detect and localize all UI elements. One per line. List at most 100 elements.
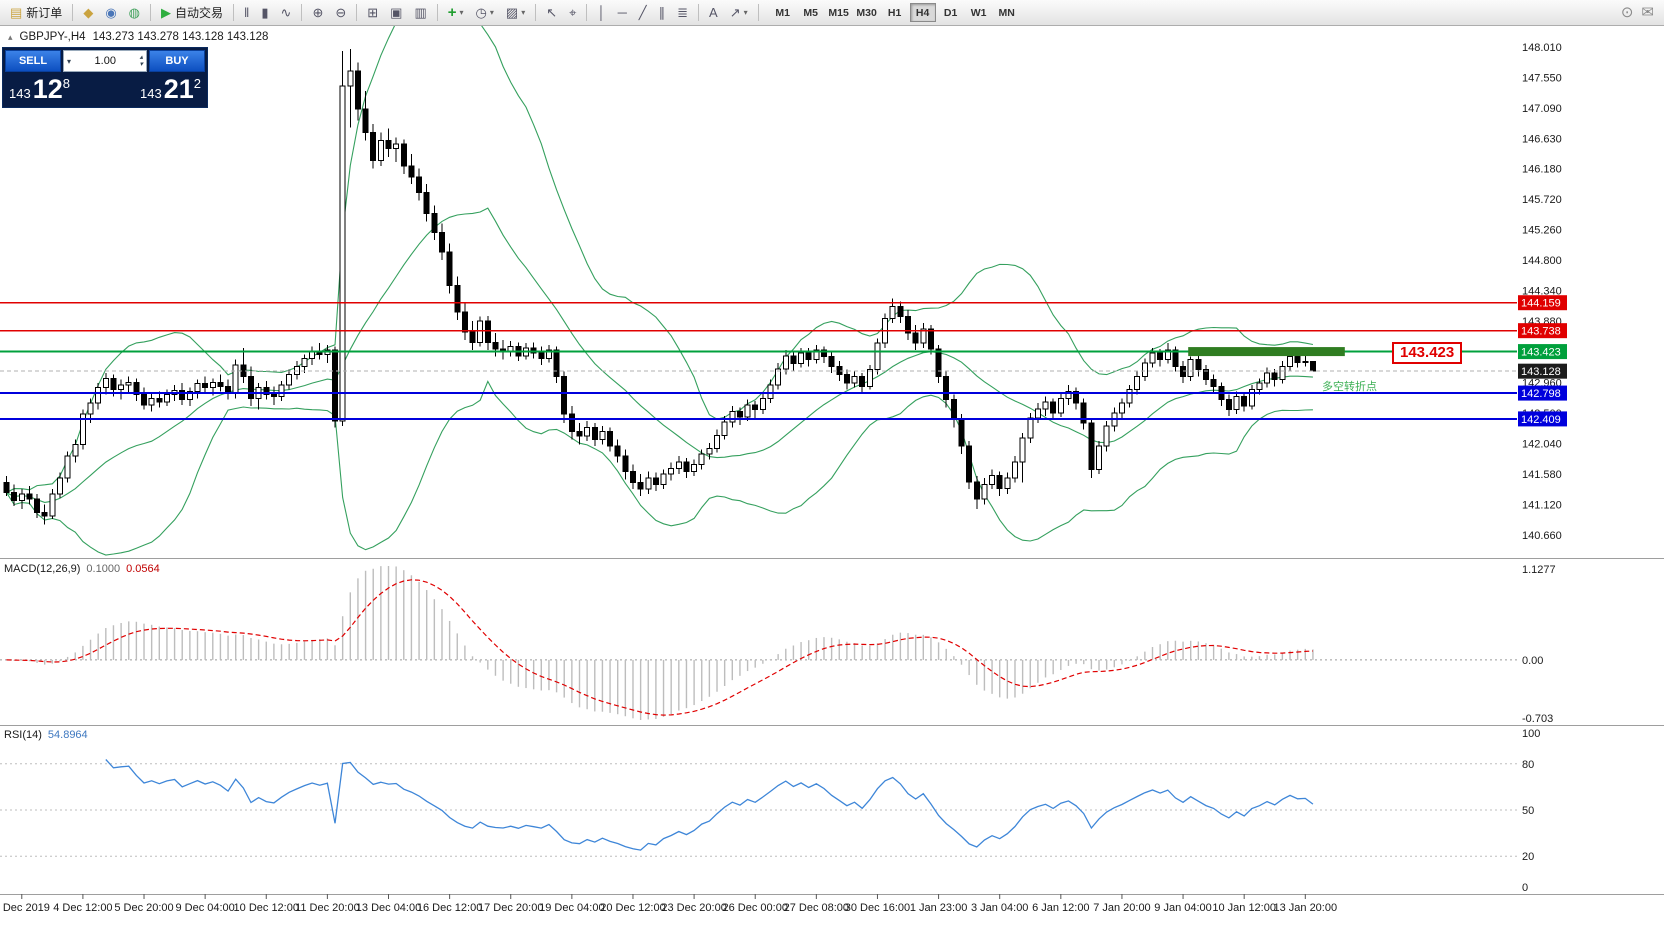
bar-chart-mode-icon: ‖	[244, 4, 250, 20]
timeframe-M1[interactable]: M1	[775, 6, 790, 19]
templates-dropdown-icon[interactable]: ▾	[521, 8, 526, 17]
sell-price-prefix: 143	[9, 86, 31, 101]
timeframe-M30[interactable]: M30	[856, 6, 877, 19]
market-watch-button[interactable]: ◉	[100, 3, 121, 23]
svg-text:0: 0	[1522, 882, 1528, 894]
price-tag-143.128: 143.128	[1521, 366, 1561, 378]
time-label: 10 Jan 12:00	[1212, 902, 1276, 914]
fibonacci-icon: ≣	[677, 4, 689, 20]
svg-text:146.630: 146.630	[1522, 134, 1562, 146]
time-label: 20 Dec 12:00	[600, 902, 665, 914]
volume-field[interactable]: ▾ 1.00 ▴ ▾	[63, 50, 147, 72]
data-window-button[interactable]: ◍	[124, 3, 145, 23]
periods-dropdown-icon[interactable]: ▾	[489, 8, 494, 17]
market-watch-icon: ◉	[105, 4, 117, 20]
sell-price-main: 12	[32, 74, 63, 104]
indicators-dropdown-icon[interactable]: ▾	[459, 8, 464, 17]
timeframe-W1[interactable]: W1	[970, 6, 987, 19]
tile-windows-button[interactable]: ⊞	[362, 3, 383, 23]
cursor-icon: ↖	[546, 4, 558, 20]
autotrade-button[interactable]: ▶ 自动交易	[156, 3, 228, 23]
new-order-label: 新订单	[26, 6, 63, 20]
price-callout[interactable]: 143.423	[1392, 342, 1463, 364]
cascade-windows-icon: ▣	[390, 4, 403, 20]
trendline-button[interactable]: ╱	[634, 3, 652, 23]
timeframe-H1[interactable]: H1	[887, 6, 902, 19]
price-tag-142.798: 142.798	[1521, 388, 1561, 400]
quote-ohlc: 143.273 143.278 143.128 143.128	[92, 31, 269, 43]
zoom-in-button[interactable]: ⊕	[307, 3, 328, 23]
volume-dropdown-icon[interactable]: ▾	[67, 56, 72, 66]
time-label: 27 Dec 08:00	[784, 902, 849, 914]
volume-down-icon[interactable]: ▾	[139, 61, 143, 68]
indicators-button[interactable]: + ▾	[443, 3, 469, 23]
zoom-out-button[interactable]: ⊖	[330, 3, 351, 23]
time-label: 11 Dec 20:00	[295, 902, 360, 914]
line-chart-mode-button[interactable]: ∿	[276, 3, 297, 23]
timeframe-MN[interactable]: MN	[998, 6, 1015, 19]
arrange-windows-icon: ▥	[414, 4, 427, 20]
buy-button[interactable]: BUY	[149, 50, 205, 72]
svg-text:141.120: 141.120	[1522, 500, 1562, 512]
crosshair-button[interactable]: ⌖	[564, 3, 581, 23]
time-label: 7 Jan 20:00	[1093, 902, 1151, 914]
data-window-icon: ◍	[128, 4, 140, 20]
horizontal-line-icon: ─	[617, 4, 627, 20]
symbol-collapse-icon[interactable]: ▴	[8, 31, 13, 42]
arrange-windows-button[interactable]: ▥	[409, 3, 431, 23]
cascade-windows-button[interactable]: ▣	[385, 3, 407, 23]
candle-chart-mode-icon: ▮	[261, 4, 269, 20]
line-chart-mode-icon: ∿	[280, 4, 292, 20]
toolbar-separator	[233, 4, 235, 21]
symbol-quote: ▴ GBPJPY-,H4 143.273 143.278 143.128 143…	[8, 31, 268, 43]
toolbar-groups: ▤ 新订单 ◆ ◉ ◍ ▶ 自动交易 ‖ ▮ ∿ ⊕ ⊖ ⊞ ▣ ▥ + ▾ ◷ ▾ ▨ ▾ ↖ ⌖ │ ─ ╱ ∥ ≣ A ↗ ▾	[4, 0, 763, 25]
candle-chart-mode-button[interactable]: ▮	[256, 3, 273, 23]
periods-button[interactable]: ◷ ▾	[471, 3, 499, 23]
price-tag-144.159: 144.159	[1521, 298, 1561, 310]
channel-button[interactable]: ∥	[654, 3, 671, 23]
macd-value-2: 0.0564	[126, 563, 160, 575]
zoom-out-icon: ⊖	[335, 4, 347, 20]
charts-button[interactable]: ◆	[78, 3, 98, 23]
macd-value-1: 0.1000	[86, 563, 121, 575]
toolbar-separator	[586, 4, 588, 21]
turning-point-label[interactable]: 多空转折点	[1322, 381, 1377, 393]
volume-value: 1.00	[94, 55, 116, 67]
sell-price: 143 12 8	[9, 75, 70, 103]
timeframe-M5[interactable]: M5	[803, 6, 818, 19]
sell-button[interactable]: SELL	[5, 50, 61, 72]
timeframe-bar: M1 M5 M15 M30 H1 H4 D1 W1 MN	[769, 3, 1021, 22]
one-click-trading-panel: SELL ▾ 1.00 ▴ ▾ BUY 143 12 8 143 21 2	[2, 47, 208, 108]
svg-text:0.00: 0.00	[1522, 655, 1543, 667]
arrow-objects-button[interactable]: ↗ ▾	[725, 3, 753, 23]
text-tool-button[interactable]: A	[704, 3, 723, 23]
horizontal-line-button[interactable]: ─	[613, 3, 632, 23]
price-tag-142.409: 142.409	[1521, 414, 1561, 426]
timeframe-M15[interactable]: M15	[828, 6, 849, 19]
new-order-icon: ▤	[10, 4, 23, 20]
svg-text:20: 20	[1522, 851, 1534, 863]
time-label: 4 Dec 12:00	[53, 902, 112, 914]
timeframe-H4[interactable]: H4	[909, 3, 936, 22]
bar-chart-mode-button[interactable]: ‖	[239, 3, 254, 23]
cursor-button[interactable]: ↖	[541, 3, 562, 23]
macd-name: MACD(12,26,9)	[4, 563, 81, 575]
templates-button[interactable]: ▨ ▾	[501, 3, 530, 23]
time-label: 13 Dec 04:00	[356, 902, 421, 914]
vertical-line-button[interactable]: │	[592, 3, 610, 23]
volume-up-icon[interactable]: ▴	[139, 54, 143, 61]
new-order-button[interactable]: ▤ 新订单	[5, 3, 67, 23]
time-label: 10 Dec 12:00	[234, 902, 299, 914]
timeframe-D1[interactable]: D1	[943, 6, 958, 19]
trendline-icon: ╱	[638, 4, 647, 20]
fibonacci-button[interactable]: ≣	[672, 3, 693, 23]
time-label: 26 Dec 00:00	[723, 902, 788, 914]
search-icon[interactable]: ⊙	[1620, 4, 1634, 21]
time-label: 23 Dec 20:00	[661, 902, 726, 914]
vertical-line-icon: │	[597, 4, 606, 20]
time-label: 16 Dec 12:00	[417, 902, 482, 914]
arrow-objects-dropdown-icon[interactable]: ▾	[743, 8, 748, 17]
svg-text:147.090: 147.090	[1522, 103, 1562, 115]
chat-icon[interactable]: ✉	[1641, 4, 1654, 21]
